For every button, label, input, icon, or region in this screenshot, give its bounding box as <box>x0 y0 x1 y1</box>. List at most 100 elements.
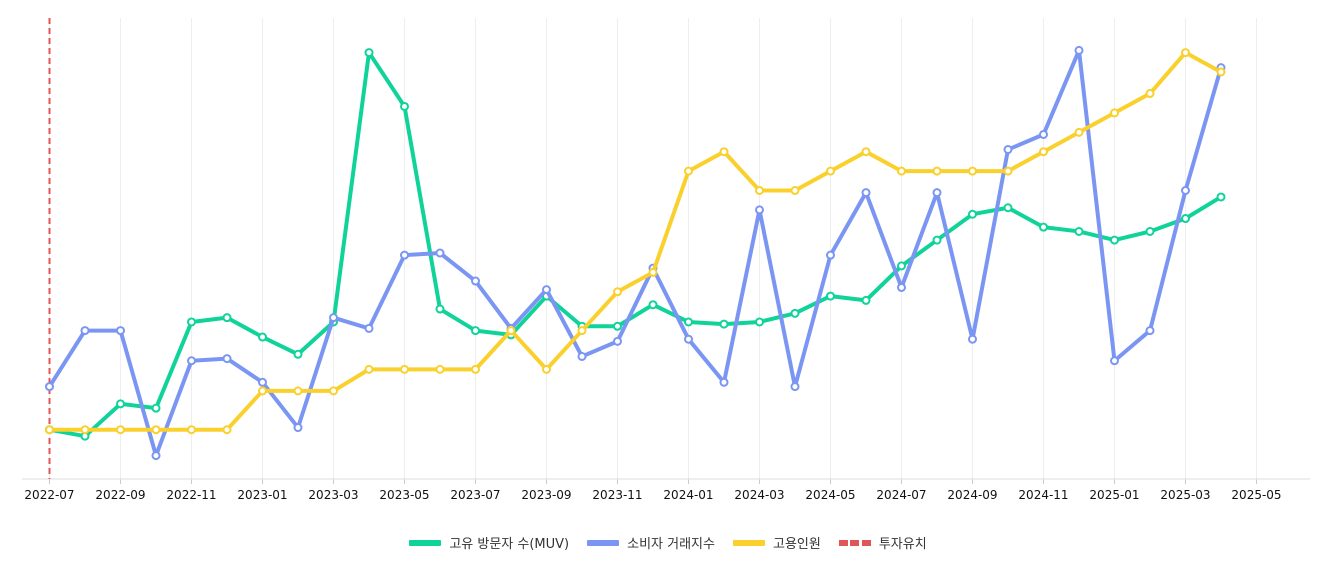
data-point <box>1181 48 1190 58</box>
data-point <box>1039 129 1048 139</box>
data-point <box>1003 203 1013 213</box>
data-point <box>471 276 480 286</box>
legend-label-investment: 투자유치 <box>878 537 927 552</box>
data-point <box>790 308 800 318</box>
data-point <box>400 364 409 374</box>
data-point <box>897 166 906 176</box>
series-line <box>47 50 1223 432</box>
data-point <box>329 386 338 396</box>
data-point <box>258 377 267 387</box>
data-point <box>222 354 232 364</box>
data-point <box>1003 166 1013 176</box>
data-point <box>435 304 445 314</box>
data-point <box>506 326 516 336</box>
data-point <box>151 425 161 435</box>
data-point <box>471 364 480 374</box>
data-point <box>1145 89 1155 99</box>
x-tick-label: 2022-09 <box>95 488 145 502</box>
data-point <box>684 334 693 344</box>
x-tick-label: 2025-03 <box>1160 488 1210 502</box>
data-point <box>1110 235 1119 245</box>
data-point <box>826 250 835 260</box>
x-tick-label: 2023-01 <box>237 488 287 502</box>
x-tick-label: 2024-01 <box>663 488 713 502</box>
x-tick-label: 2024-05 <box>805 488 855 502</box>
data-point <box>932 235 942 245</box>
data-point <box>719 377 729 387</box>
data-point <box>684 317 693 327</box>
data-point <box>755 317 764 327</box>
data-point <box>364 48 374 58</box>
data-point <box>151 403 161 413</box>
series-2 <box>45 48 1226 435</box>
data-point <box>222 313 232 323</box>
data-point <box>364 323 374 333</box>
data-point <box>684 166 693 176</box>
data-point <box>364 364 374 374</box>
x-tick-label: 2024-03 <box>734 488 784 502</box>
x-axis: 2022-07 2022-09 2022-11 2023-01 2023-03 2023-… <box>22 478 1310 502</box>
x-tick-label: 2023-11 <box>592 488 642 502</box>
legend-swatch-investment <box>838 539 871 546</box>
data-point <box>1110 356 1119 366</box>
legend-item-employees[interactable]: 고용인원 <box>732 533 821 552</box>
series-line <box>47 50 1223 439</box>
x-tick-label: 2023-03 <box>308 488 358 502</box>
data-point <box>755 205 764 215</box>
data-point <box>1074 45 1084 55</box>
legend-item-consumer-index[interactable]: 소비자 거래지수 <box>587 533 715 552</box>
legend-label-consumer-index: 소비자 거래지수 <box>627 537 715 552</box>
data-point <box>826 166 835 176</box>
data-point <box>258 332 267 342</box>
data-point <box>1074 127 1084 137</box>
x-tick-label: 2024-07 <box>876 488 926 502</box>
data-point <box>648 300 658 310</box>
data-point <box>790 186 800 196</box>
data-point <box>116 326 125 336</box>
data-point <box>258 386 267 396</box>
x-tick-label: 2025-05 <box>1231 488 1281 502</box>
x-tick-label: 2022-11 <box>166 488 216 502</box>
data-point <box>400 250 409 260</box>
data-point <box>790 382 800 392</box>
data-point <box>968 334 977 344</box>
data-point <box>1003 145 1013 155</box>
legend-swatch-employees <box>732 539 765 546</box>
data-point <box>187 356 196 366</box>
data-point <box>1216 67 1226 77</box>
data-point <box>116 425 125 435</box>
data-point <box>1074 226 1084 236</box>
data-point <box>861 147 871 157</box>
data-point <box>897 261 906 271</box>
data-point <box>1145 326 1155 336</box>
data-point <box>577 326 587 336</box>
series-line <box>47 48 1223 458</box>
data-point <box>968 166 977 176</box>
data-point <box>897 282 906 292</box>
data-point <box>1039 222 1048 232</box>
data-point <box>187 317 196 327</box>
legend-label-muv: 고유 방문자 수(MUV) <box>449 537 570 552</box>
data-point <box>1216 192 1226 202</box>
legend-item-investment[interactable]: 투자유치 <box>838 533 927 552</box>
x-tick-label: 2024-09 <box>947 488 997 502</box>
legend-swatch-consumer-index <box>587 539 620 546</box>
x-tick-label: 2025-01 <box>1089 488 1139 502</box>
data-point <box>577 351 587 361</box>
data-point <box>542 364 551 374</box>
data-point <box>45 425 54 435</box>
data-point <box>1181 186 1190 196</box>
data-point <box>826 291 835 301</box>
data-point <box>648 267 658 277</box>
data-point <box>435 248 445 258</box>
data-point <box>861 295 871 305</box>
data-point <box>293 386 303 396</box>
legend-item-muv[interactable]: 고유 방문자 수(MUV) <box>409 533 569 552</box>
data-point <box>45 382 54 392</box>
data-point <box>80 326 90 336</box>
data-point <box>293 423 303 433</box>
data-point <box>187 425 196 435</box>
data-point <box>968 209 977 219</box>
data-point <box>293 349 303 359</box>
